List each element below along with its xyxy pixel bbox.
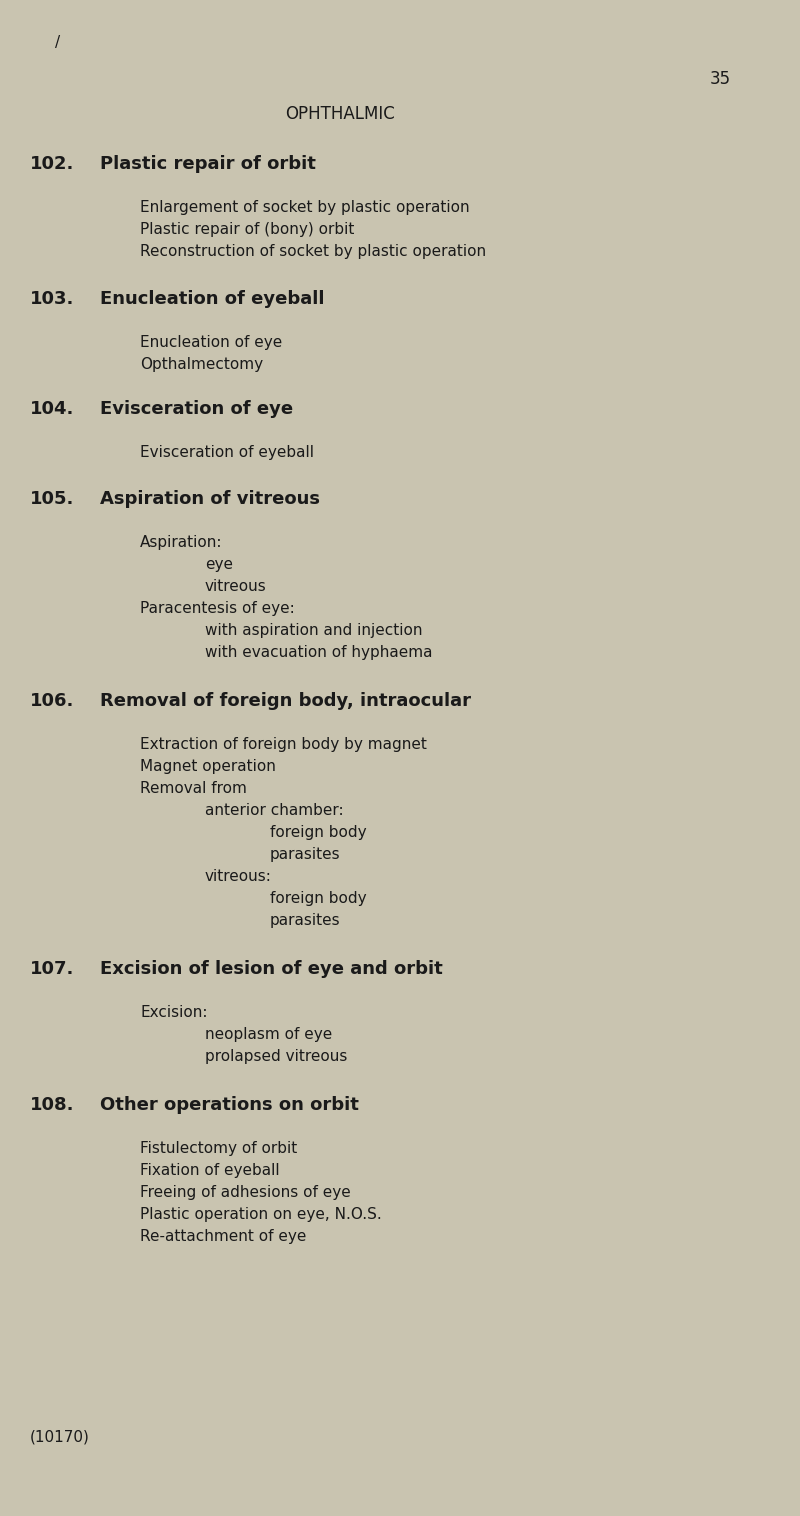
Text: Enlargement of socket by plastic operation: Enlargement of socket by plastic operati… xyxy=(140,200,470,215)
Text: eye: eye xyxy=(205,556,233,572)
Text: anterior chamber:: anterior chamber: xyxy=(205,803,344,819)
Text: Evisceration of eyeball: Evisceration of eyeball xyxy=(140,446,314,459)
Text: Freeing of adhesions of eye: Freeing of adhesions of eye xyxy=(140,1186,350,1201)
Text: Excision of lesion of eye and orbit: Excision of lesion of eye and orbit xyxy=(100,960,442,978)
Text: 35: 35 xyxy=(710,70,731,88)
Text: /: / xyxy=(55,35,60,50)
Text: parasites: parasites xyxy=(270,847,341,863)
Text: neoplasm of eye: neoplasm of eye xyxy=(205,1026,332,1041)
Text: with aspiration and injection: with aspiration and injection xyxy=(205,623,422,638)
Text: Paracentesis of eye:: Paracentesis of eye: xyxy=(140,600,294,615)
Text: 103.: 103. xyxy=(30,290,74,308)
Text: Plastic repair of (bony) orbit: Plastic repair of (bony) orbit xyxy=(140,221,354,236)
Text: Fistulectomy of orbit: Fistulectomy of orbit xyxy=(140,1142,298,1157)
Text: Removal from: Removal from xyxy=(140,781,247,796)
Text: Plastic operation on eye, N.O.S.: Plastic operation on eye, N.O.S. xyxy=(140,1207,382,1222)
Text: Evisceration of eye: Evisceration of eye xyxy=(100,400,293,418)
Text: Aspiration of vitreous: Aspiration of vitreous xyxy=(100,490,320,508)
Text: Excision:: Excision: xyxy=(140,1005,207,1020)
Text: Opthalmectomy: Opthalmectomy xyxy=(140,356,263,371)
Text: OPHTHALMIC: OPHTHALMIC xyxy=(285,105,394,123)
Text: Fixation of eyeball: Fixation of eyeball xyxy=(140,1163,280,1178)
Text: parasites: parasites xyxy=(270,913,341,928)
Text: (10170): (10170) xyxy=(30,1430,90,1445)
Text: 102.: 102. xyxy=(30,155,74,173)
Text: with evacuation of hyphaema: with evacuation of hyphaema xyxy=(205,644,433,659)
Text: Re-attachment of eye: Re-attachment of eye xyxy=(140,1229,306,1245)
Text: 108.: 108. xyxy=(30,1096,74,1114)
Text: vitreous:: vitreous: xyxy=(205,869,272,884)
Text: Plastic repair of orbit: Plastic repair of orbit xyxy=(100,155,316,173)
Text: Reconstruction of socket by plastic operation: Reconstruction of socket by plastic oper… xyxy=(140,244,486,259)
Text: foreign body: foreign body xyxy=(270,825,366,840)
Text: prolapsed vitreous: prolapsed vitreous xyxy=(205,1049,347,1064)
Text: 105.: 105. xyxy=(30,490,74,508)
Text: Magnet operation: Magnet operation xyxy=(140,760,276,775)
Text: 106.: 106. xyxy=(30,691,74,709)
Text: Enucleation of eye: Enucleation of eye xyxy=(140,335,282,350)
Text: Extraction of foreign body by magnet: Extraction of foreign body by magnet xyxy=(140,737,427,752)
Text: Aspiration:: Aspiration: xyxy=(140,535,222,550)
Text: 104.: 104. xyxy=(30,400,74,418)
Text: Enucleation of eyeball: Enucleation of eyeball xyxy=(100,290,325,308)
Text: foreign body: foreign body xyxy=(270,891,366,907)
Text: Other operations on orbit: Other operations on orbit xyxy=(100,1096,359,1114)
Text: vitreous: vitreous xyxy=(205,579,266,594)
Text: 107.: 107. xyxy=(30,960,74,978)
Text: Removal of foreign body, intraocular: Removal of foreign body, intraocular xyxy=(100,691,471,709)
